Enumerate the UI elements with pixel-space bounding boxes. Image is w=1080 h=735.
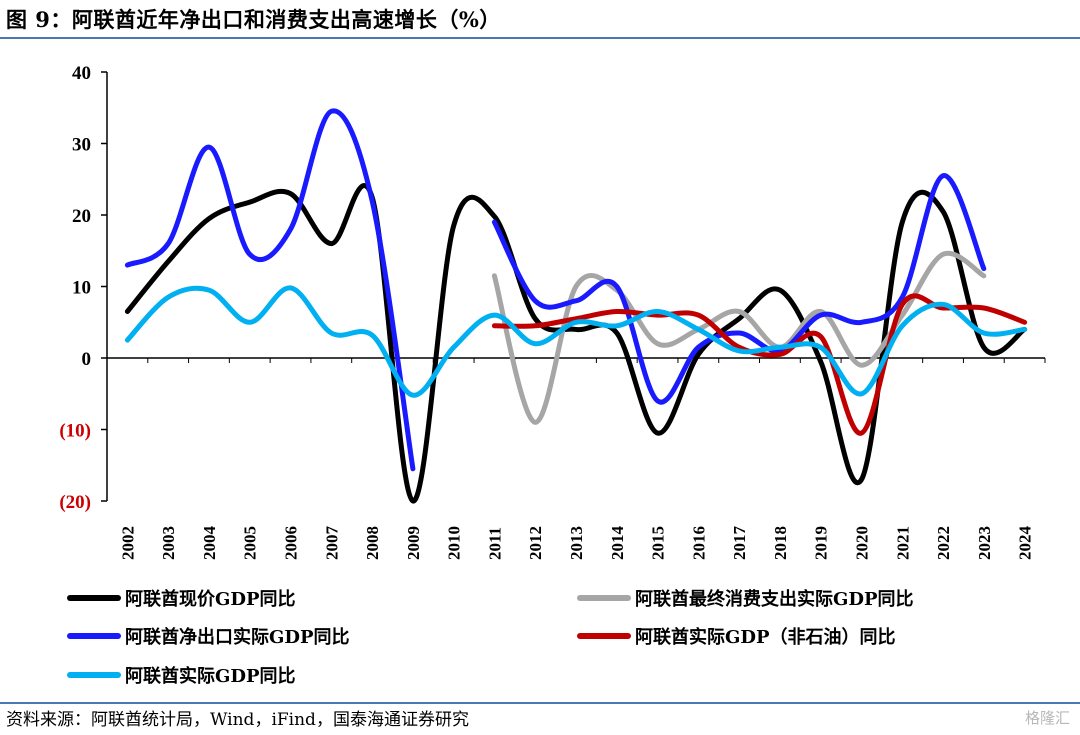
series-4-line [491,293,1028,436]
x-tick-label: 2003 [159,526,178,560]
legend-label: 阿联酋实际GDP（非石油）同比 [635,626,896,648]
y-tick-label: (20) [59,492,91,513]
y-tick-label: (10) [59,421,91,442]
y-tick-label: 10 [72,278,91,299]
x-tick-label: 2008 [363,526,382,560]
source-rule [0,702,1080,704]
x-tick-label: 2004 [200,526,219,561]
title-rule [0,37,1080,39]
x-tick-label: 2022 [934,526,953,560]
x-tick-label: 2006 [282,526,301,560]
x-tick-label: 2018 [771,526,790,560]
x-tick-label: 2014 [608,526,627,561]
series-5-line [124,285,1028,398]
series-3-line [491,173,987,405]
x-tick-label: 2013 [567,526,586,560]
series-1-line [124,183,1028,504]
x-tick-label: 2024 [1016,526,1035,561]
x-tick-label: 2010 [445,526,464,560]
x-tick-label: 2020 [852,526,871,560]
figure-title: 图 9：阿联酋近年净出口和消费支出高速增长（%） [6,7,501,32]
x-tick-label: 2005 [241,526,260,560]
x-tick-label: 2019 [812,526,831,560]
x-tick-label: 2015 [649,526,668,560]
legend-label: 阿联酋现价GDP同比 [125,588,296,610]
legend-label: 阿联酋实际GDP同比 [125,665,296,687]
x-tick-label: 2002 [118,526,137,560]
y-tick-label: 0 [82,349,92,370]
legend-label: 阿联酋最终消费支出实际GDP同比 [635,588,914,610]
series-layer [124,108,1028,504]
x-tick-label: 2017 [730,526,749,561]
y-tick-label: 20 [72,206,91,227]
x-tick-label: 2007 [322,526,341,561]
watermark: 格隆汇 [1024,709,1070,727]
y-tick-label: 40 [72,63,91,84]
source-note: 资料来源：阿联酋统计局，Wind，iFind，国泰海通证券研究 [6,710,469,730]
chart-legend: 阿联酋现价GDP同比 阿联酋最终消费支出实际GDP同比阿联酋净出口实际GDP同比阿… [67,588,914,687]
y-tick-label: 30 [72,135,91,156]
x-tick-label: 2011 [485,527,504,560]
series-2-line [491,250,987,425]
x-tick-label: 2009 [404,526,423,560]
legend-label: 阿联酋净出口实际GDP同比 [125,626,350,648]
x-tick-label: 2016 [689,526,708,560]
x-tick-label: 2012 [526,526,545,560]
x-tick-label: 2023 [975,526,994,560]
series-3-line [124,108,416,472]
x-tick-label: 2021 [893,526,912,560]
